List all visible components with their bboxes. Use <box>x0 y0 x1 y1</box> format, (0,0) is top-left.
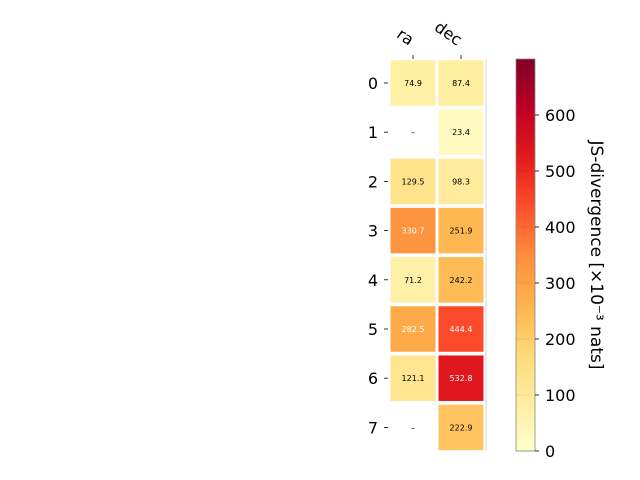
heatmap-cell <box>389 256 437 304</box>
heatmap-cell-labels: 74.9 87.4 – 23.4 129.5 98.3 330.7 251.9 71.2 242.… <box>402 79 473 432</box>
colorbar-tick-label: 200 <box>545 330 576 349</box>
heatmap-cell <box>437 108 485 156</box>
colorbar-ticks: 0 100 200 300 400 500 600 <box>516 106 576 461</box>
heatmap-cell <box>437 354 485 402</box>
cell-value-label: 222.9 <box>450 423 473 432</box>
row-tick-label: 1 <box>368 123 378 142</box>
heatmap-cell <box>437 157 485 206</box>
row-tick-label: 4 <box>368 271 378 290</box>
heatmap-cell <box>437 403 485 452</box>
colorbar <box>515 58 536 452</box>
colorbar-label: JS-divergence [×10⁻³ nats] <box>586 140 606 370</box>
heatmap-cell <box>389 206 437 255</box>
row-tick-label: 2 <box>368 172 378 191</box>
heatmap-cell <box>389 305 437 353</box>
cell-value-label: 444.4 <box>450 325 473 334</box>
colorbar-tick-label: 0 <box>545 442 555 461</box>
cell-value-label: 87.4 <box>452 79 470 88</box>
heatmap-cells <box>389 59 485 452</box>
heatmap-cell <box>437 256 485 304</box>
heatmap-cell <box>437 206 485 255</box>
row-tick-label: 6 <box>368 369 378 388</box>
heatmap-cell <box>389 157 437 206</box>
cell-value-label: 242.2 <box>450 276 473 285</box>
cell-value-label: 532.8 <box>450 374 473 383</box>
cell-value-label: 129.5 <box>402 177 425 186</box>
row-tick-label: 7 <box>368 418 378 437</box>
colorbar-tick-label: 400 <box>545 218 576 237</box>
cell-value-label: 71.2 <box>404 276 422 285</box>
cell-value-label: – <box>411 128 415 137</box>
heatmap-cell <box>389 59 437 107</box>
cell-value-label: 282.5 <box>402 325 425 334</box>
cell-value-label: – <box>411 423 415 432</box>
column-tick-label: dec <box>431 17 465 49</box>
heatmap-cell <box>437 59 485 107</box>
cell-value-label: 251.9 <box>450 227 473 236</box>
row-tick-label: 5 <box>368 320 378 339</box>
row-tick-label: 0 <box>368 74 378 93</box>
colorbar-tick-label: 100 <box>545 386 576 405</box>
heatmap-cell <box>389 354 437 402</box>
cell-value-label: 23.4 <box>452 128 470 137</box>
column-tick-label: ra <box>393 24 417 49</box>
cell-value-label: 330.7 <box>402 227 425 236</box>
heatmap-cell <box>437 305 485 353</box>
row-axis: 0 1 2 3 4 5 6 7 <box>368 74 388 437</box>
colorbar-tick-label: 600 <box>545 106 576 125</box>
cell-value-label: 121.1 <box>402 374 425 383</box>
row-tick-label: 3 <box>368 222 378 241</box>
colorbar-tick-label: 300 <box>545 274 576 293</box>
colorbar-tick-label: 500 <box>545 162 576 181</box>
cell-value-label: 98.3 <box>452 177 470 186</box>
cell-value-label: 74.9 <box>404 79 422 88</box>
